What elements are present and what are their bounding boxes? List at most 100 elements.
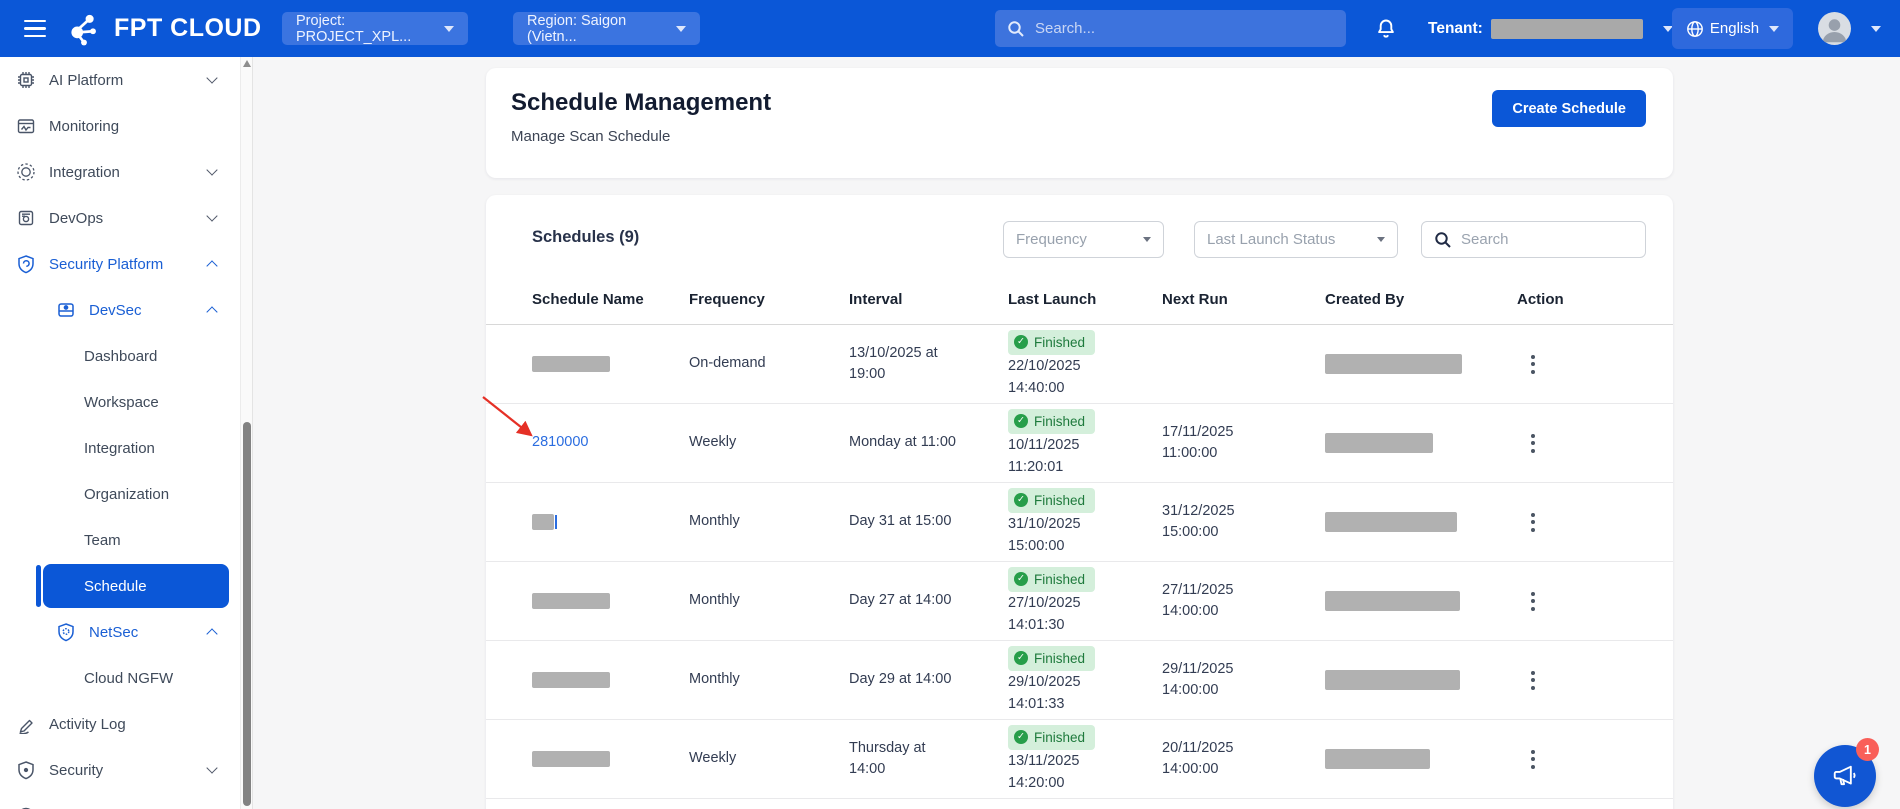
sidebar-item-devsec[interactable]: DevSec bbox=[0, 287, 240, 333]
chevron-down-icon bbox=[1143, 237, 1151, 242]
status-badge: ✓Finished bbox=[1008, 330, 1095, 355]
global-search-input[interactable] bbox=[1035, 20, 1334, 37]
hamburger-menu-icon[interactable] bbox=[20, 0, 50, 57]
notification-badge: 1 bbox=[1856, 738, 1879, 761]
col-interval: Interval bbox=[849, 289, 1008, 311]
row-actions-kebab[interactable] bbox=[1520, 349, 1546, 380]
brand-logo[interactable]: FPT CLOUD bbox=[64, 0, 262, 57]
notifications-bell-icon[interactable] bbox=[1368, 0, 1404, 57]
sidebar-item-integration[interactable]: Integration bbox=[0, 149, 240, 195]
chevron-down-icon bbox=[444, 26, 454, 32]
tenant-selector[interactable]: Tenant: bbox=[1428, 0, 1673, 57]
frequency-filter-select[interactable]: Frequency bbox=[1003, 221, 1164, 258]
row-actions-kebab[interactable] bbox=[1520, 507, 1546, 538]
schedule-name-redacted bbox=[532, 356, 610, 372]
sidebar-item-activity-log[interactable]: Activity Log bbox=[0, 701, 240, 747]
table-row: Weekly Thursday at 14:00 ✓Finished 13/11… bbox=[486, 720, 1673, 799]
top-navbar: FPT CLOUD Project: PROJECT_XPL... Region… bbox=[0, 0, 1900, 57]
sidebar-item-integration-sub[interactable]: Integration bbox=[0, 425, 240, 471]
chevron-down-icon bbox=[1871, 26, 1881, 32]
user-menu[interactable] bbox=[1818, 0, 1881, 57]
status-filter-select[interactable]: Last Launch Status bbox=[1194, 221, 1398, 258]
schedule-name-redacted bbox=[532, 514, 554, 530]
col-created-by: Created By bbox=[1325, 289, 1517, 311]
app-window: FPT CLOUD Project: PROJECT_XPL... Region… bbox=[0, 0, 1900, 809]
sidebar-item-devops[interactable]: DevOps bbox=[0, 195, 240, 241]
sidebar-item-label: NetSec bbox=[89, 624, 138, 641]
tenant-name-redacted bbox=[1491, 19, 1643, 39]
status-filter-label: Last Launch Status bbox=[1207, 231, 1335, 248]
created-by-redacted bbox=[1325, 433, 1433, 453]
col-frequency: Frequency bbox=[689, 289, 849, 311]
created-by-redacted bbox=[1325, 354, 1462, 374]
schedule-name-link[interactable]: 2810000 bbox=[532, 434, 588, 450]
created-by-redacted bbox=[1325, 512, 1457, 532]
status-badge: ✓Finished bbox=[1008, 488, 1095, 513]
check-icon: ✓ bbox=[1014, 572, 1028, 586]
chevron-down-icon bbox=[206, 72, 217, 83]
sidebar-item-label: Integration bbox=[84, 440, 155, 457]
avatar bbox=[1818, 12, 1851, 45]
sidebar-item-label: Monitoring bbox=[49, 118, 119, 135]
chevron-up-icon bbox=[206, 260, 217, 271]
frequency-cell: Monthly bbox=[689, 590, 849, 611]
sidebar-item-workspace[interactable]: Workspace bbox=[0, 379, 240, 425]
chevron-up-icon bbox=[206, 306, 217, 317]
frequency-filter-label: Frequency bbox=[1016, 231, 1087, 248]
brand-name: FPT CLOUD bbox=[114, 14, 262, 43]
chevron-down-icon bbox=[676, 26, 686, 32]
sidebar-scrollbar[interactable] bbox=[240, 57, 253, 809]
table-search-input[interactable] bbox=[1461, 231, 1633, 248]
netsec-shield-icon bbox=[56, 622, 76, 642]
interval-cell: Day 29 at 14:00 bbox=[849, 669, 974, 690]
check-icon: ✓ bbox=[1014, 730, 1028, 744]
check-icon: ✓ bbox=[1014, 335, 1028, 349]
create-schedule-button[interactable]: Create Schedule bbox=[1492, 90, 1646, 127]
sidebar-item-team[interactable]: Team bbox=[0, 517, 240, 563]
table-row: Monthly Day 31 at 15:00 ✓Finished 31/10/… bbox=[486, 483, 1673, 562]
shield-icon bbox=[16, 760, 36, 780]
scrollbar-thumb[interactable] bbox=[243, 422, 251, 806]
sidebar-item-monitoring[interactable]: Monitoring bbox=[0, 103, 240, 149]
sidebar-item-security-platform[interactable]: Security Platform bbox=[0, 241, 240, 287]
project-selector[interactable]: Project: PROJECT_XPL... bbox=[282, 12, 468, 45]
sidebar-item-netsec[interactable]: NetSec bbox=[0, 609, 240, 655]
global-search[interactable] bbox=[995, 10, 1346, 47]
sidebar-item-schedule-active[interactable]: Schedule bbox=[43, 564, 229, 608]
sidebar-item-label: Organization bbox=[84, 486, 169, 503]
announcements-fab[interactable]: 1 bbox=[1814, 745, 1876, 807]
link-fragment bbox=[555, 515, 557, 529]
sidebar-item-partial[interactable]: T bbox=[0, 793, 240, 809]
language-selector[interactable]: English bbox=[1672, 8, 1793, 49]
row-actions-kebab[interactable] bbox=[1520, 428, 1546, 459]
schedule-name-redacted bbox=[532, 593, 610, 609]
pen-icon bbox=[16, 714, 36, 734]
sidebar-item-dashboard[interactable]: Dashboard bbox=[0, 333, 240, 379]
sidebar-item-label: Integration bbox=[49, 164, 120, 181]
fpt-molecule-icon bbox=[64, 11, 104, 47]
sidebar-item-ai-platform[interactable]: AI Platform bbox=[0, 57, 240, 103]
last-launch-cell: ✓Finished 13/11/202514:20:00 bbox=[1008, 725, 1162, 794]
table-row: Monthly Day 27 at 14:00 ✓Finished 27/10/… bbox=[486, 562, 1673, 641]
status-badge: ✓Finished bbox=[1008, 409, 1095, 434]
table-search[interactable] bbox=[1421, 221, 1646, 258]
table-header-row: Schedule Name Frequency Interval Last La… bbox=[486, 276, 1673, 325]
row-actions-kebab[interactable] bbox=[1520, 665, 1546, 696]
sidebar-item-label: Activity Log bbox=[49, 716, 126, 733]
table-toolbar: Schedules (9) Frequency Last Launch Stat… bbox=[486, 195, 1673, 276]
sidebar-item-label: DevOps bbox=[49, 210, 103, 227]
chevron-down-icon bbox=[206, 762, 217, 773]
row-actions-kebab[interactable] bbox=[1520, 586, 1546, 617]
region-selector[interactable]: Region: Saigon (Vietn... bbox=[513, 12, 700, 45]
frequency-cell: On-demand bbox=[689, 353, 849, 374]
sidebar-item-label: Security bbox=[49, 762, 103, 779]
devops-icon bbox=[16, 208, 36, 228]
sidebar-item-security[interactable]: Security bbox=[0, 747, 240, 793]
sidebar-item-organization[interactable]: Organization bbox=[0, 471, 240, 517]
last-launch-cell: ✓Finished 10/11/202511:20:01 bbox=[1008, 409, 1162, 478]
col-last-launch: Last Launch bbox=[1008, 289, 1162, 311]
row-actions-kebab[interactable] bbox=[1520, 744, 1546, 775]
sidebar-item-cloud-ngfw[interactable]: Cloud NGFW bbox=[0, 655, 240, 701]
schedule-name-redacted bbox=[532, 672, 610, 688]
scroll-up-arrow[interactable] bbox=[243, 60, 251, 67]
